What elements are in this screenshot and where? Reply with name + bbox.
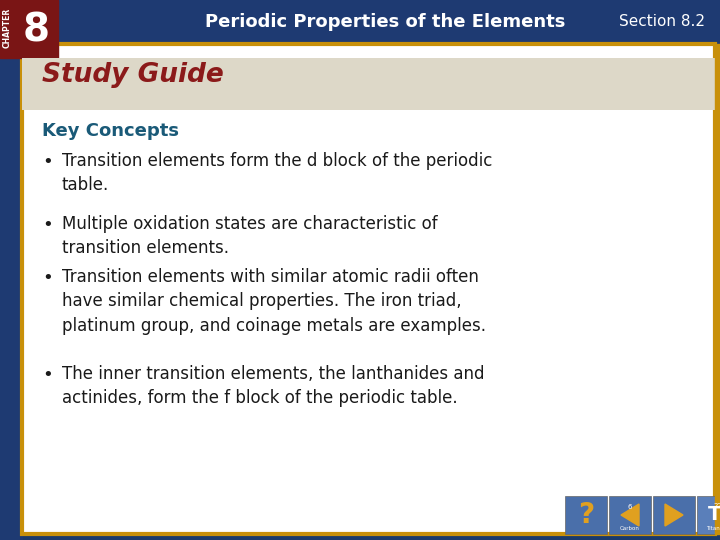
Bar: [697, 496, 720, 534]
Text: Multiple oxidation states are characteristic of
transition elements.: Multiple oxidation states are characteri…: [62, 215, 438, 257]
Text: Ti: Ti: [708, 504, 720, 523]
Text: •: •: [42, 216, 53, 234]
Bar: [0, 0, 58, 58]
Bar: [22, 58, 715, 110]
Text: The inner transition elements, the lanthanides and
actinides, form the f block o: The inner transition elements, the lanth…: [62, 365, 485, 407]
Text: Transition elements with similar atomic radii often
have similar chemical proper: Transition elements with similar atomic …: [62, 268, 486, 335]
Bar: [653, 496, 695, 534]
Text: 22: 22: [714, 503, 720, 509]
Text: Section 8.2: Section 8.2: [619, 15, 705, 30]
Bar: [565, 496, 607, 534]
Text: Study Guide: Study Guide: [42, 62, 224, 88]
Text: Periodic Properties of the Elements: Periodic Properties of the Elements: [204, 13, 565, 31]
Text: Key Concepts: Key Concepts: [42, 122, 179, 140]
Bar: [0, 0, 720, 44]
Polygon shape: [665, 504, 683, 526]
Text: CHAPTER: CHAPTER: [2, 8, 12, 48]
Text: Carbon: Carbon: [620, 526, 640, 531]
Text: •: •: [42, 269, 53, 287]
Text: ?: ?: [578, 501, 594, 529]
Bar: [0, 44, 22, 540]
Text: Transition elements form the d block of the periodic
table.: Transition elements form the d block of …: [62, 152, 492, 194]
Text: •: •: [42, 366, 53, 384]
Bar: [715, 44, 720, 534]
Text: •: •: [42, 153, 53, 171]
Text: 8: 8: [22, 11, 50, 49]
Bar: [609, 496, 651, 534]
Text: Titanium: Titanium: [706, 526, 720, 531]
Text: 6: 6: [628, 504, 632, 510]
Polygon shape: [621, 504, 639, 526]
